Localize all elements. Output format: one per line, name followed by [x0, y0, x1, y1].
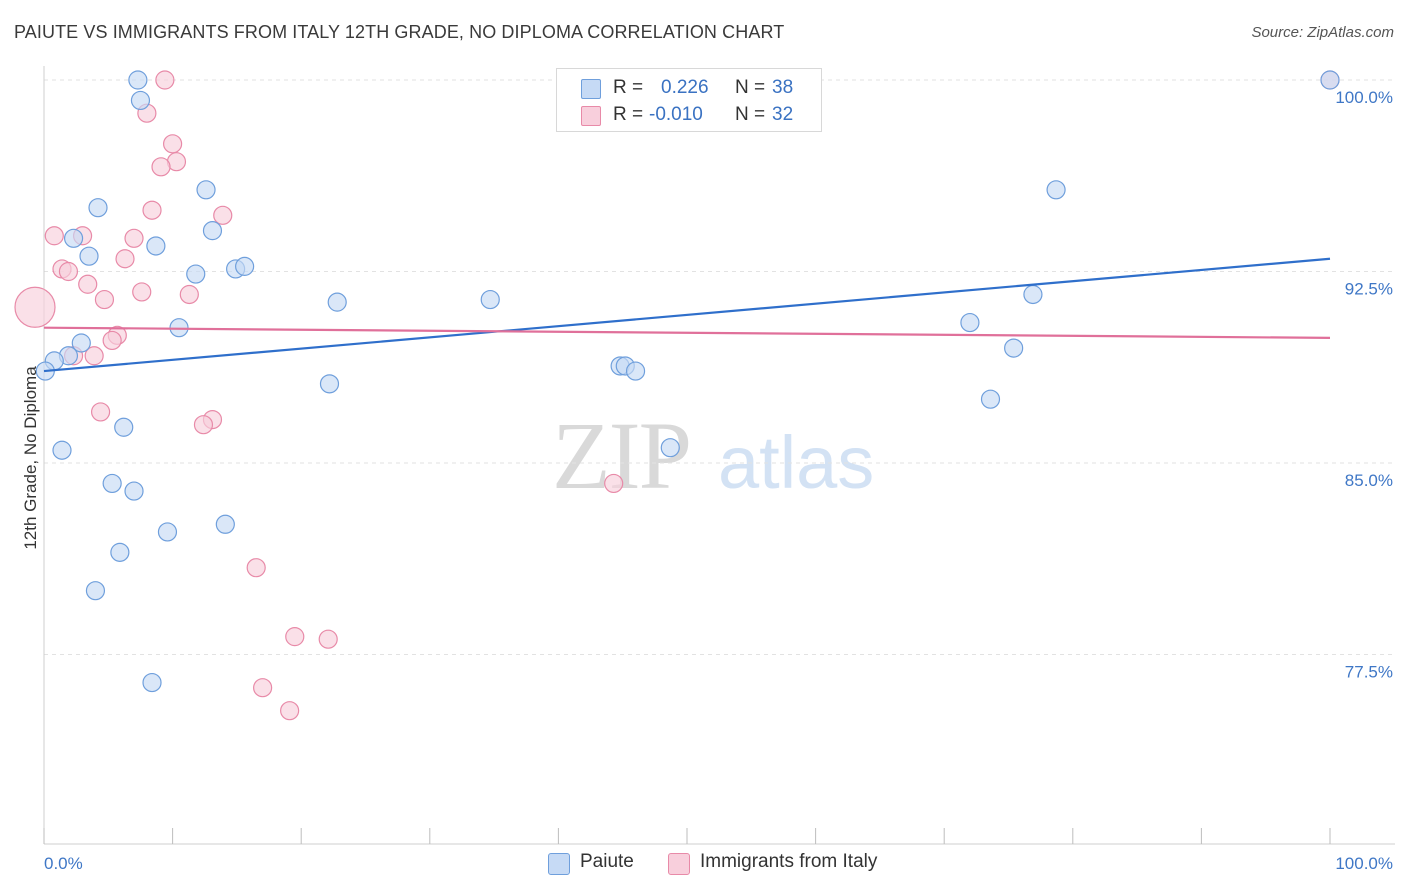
data-point [102, 473, 122, 494]
paiute-series [35, 70, 1340, 693]
data-point [246, 558, 266, 578]
trend-lines [43, 257, 1331, 373]
data-point [660, 438, 680, 458]
data-point [319, 374, 340, 394]
italy-swatch [581, 106, 601, 126]
data-point [115, 249, 135, 269]
data-point [151, 157, 171, 177]
data-point [285, 627, 305, 647]
data-point [142, 200, 162, 220]
paiute-legend-swatch [548, 853, 570, 875]
data-point [88, 198, 108, 218]
data-point [1023, 284, 1043, 305]
data-point [44, 226, 64, 246]
y-tick-label: 92.5% [1345, 280, 1393, 299]
data-point [196, 180, 216, 200]
y-tick-label: 77.5% [1345, 663, 1393, 682]
data-point [132, 282, 152, 302]
data-point [215, 514, 235, 534]
axes [43, 66, 1395, 845]
y-axis-title: 12th Grade, No Diploma [21, 366, 40, 550]
italy-series [14, 70, 1340, 721]
data-point [327, 292, 347, 312]
data-point [625, 361, 646, 381]
data-point [202, 221, 223, 241]
legend-n-label: N = [735, 77, 766, 98]
data-point [1046, 180, 1066, 200]
data-point [52, 440, 72, 460]
data-point [63, 228, 84, 248]
data-point [110, 542, 130, 562]
data-point [84, 346, 104, 366]
source-label: Source: ZipAtlas.com [1251, 24, 1394, 41]
data-point [78, 274, 98, 294]
data-point [58, 261, 79, 282]
data-point [128, 70, 148, 90]
data-point [155, 70, 175, 90]
correlation-legend: R = 0.226 N = 38 R = -0.010 N = 32 [556, 68, 822, 132]
data-point [71, 333, 91, 353]
data-point [186, 264, 206, 284]
legend-n-value: 32 [772, 104, 794, 125]
data-point [146, 236, 166, 256]
x-tick-label: 100.0% [1335, 854, 1393, 873]
data-point [130, 90, 151, 111]
data-point [142, 672, 162, 693]
data-point [213, 205, 233, 225]
data-point [102, 330, 122, 351]
legend-r-label: R = [613, 104, 644, 125]
data-point [604, 473, 624, 494]
italy-legend-swatch [668, 853, 690, 875]
legend-n-value: 38 [772, 77, 794, 98]
italy-trend-line [43, 326, 1331, 339]
data-point [280, 701, 300, 721]
data-point [124, 481, 144, 501]
data-point [1320, 70, 1340, 90]
chart-title: PAIUTE VS IMMIGRANTS FROM ITALY 12TH GRA… [14, 22, 785, 42]
data-point [79, 246, 99, 266]
paiute-trend-line [43, 257, 1331, 373]
data-point [1004, 338, 1024, 358]
paiute-swatch [581, 79, 601, 99]
data-point [157, 522, 178, 542]
data-point [179, 284, 199, 305]
data-point [114, 417, 134, 437]
legend-r-value: -0.010 [649, 104, 703, 125]
data-point [960, 312, 980, 333]
legend-n-label: N = [735, 104, 766, 125]
legend-r-label: R = [613, 77, 644, 98]
data-point [90, 402, 111, 422]
legend-r-value: 0.226 [661, 77, 709, 98]
data-point [318, 629, 338, 649]
data-point [85, 581, 106, 601]
data-point [193, 415, 214, 435]
data-point [980, 389, 1001, 409]
x-tick-label: 0.0% [44, 854, 83, 873]
data-point [253, 678, 273, 698]
paiute-legend-label: Paiute [580, 851, 634, 872]
data-point [14, 286, 56, 328]
data-point [94, 289, 115, 310]
data-point [124, 228, 144, 248]
tick-labels: 100.0% 92.5% 85.0% 77.5% 0.0% 100.0% [44, 88, 1393, 873]
data-point [163, 134, 183, 154]
data-point [480, 289, 500, 310]
data-point [235, 256, 255, 276]
italy-legend-label: Immigrants from Italy [700, 851, 878, 872]
y-tick-label: 85.0% [1345, 471, 1393, 490]
y-tick-label: 100.0% [1335, 88, 1393, 107]
